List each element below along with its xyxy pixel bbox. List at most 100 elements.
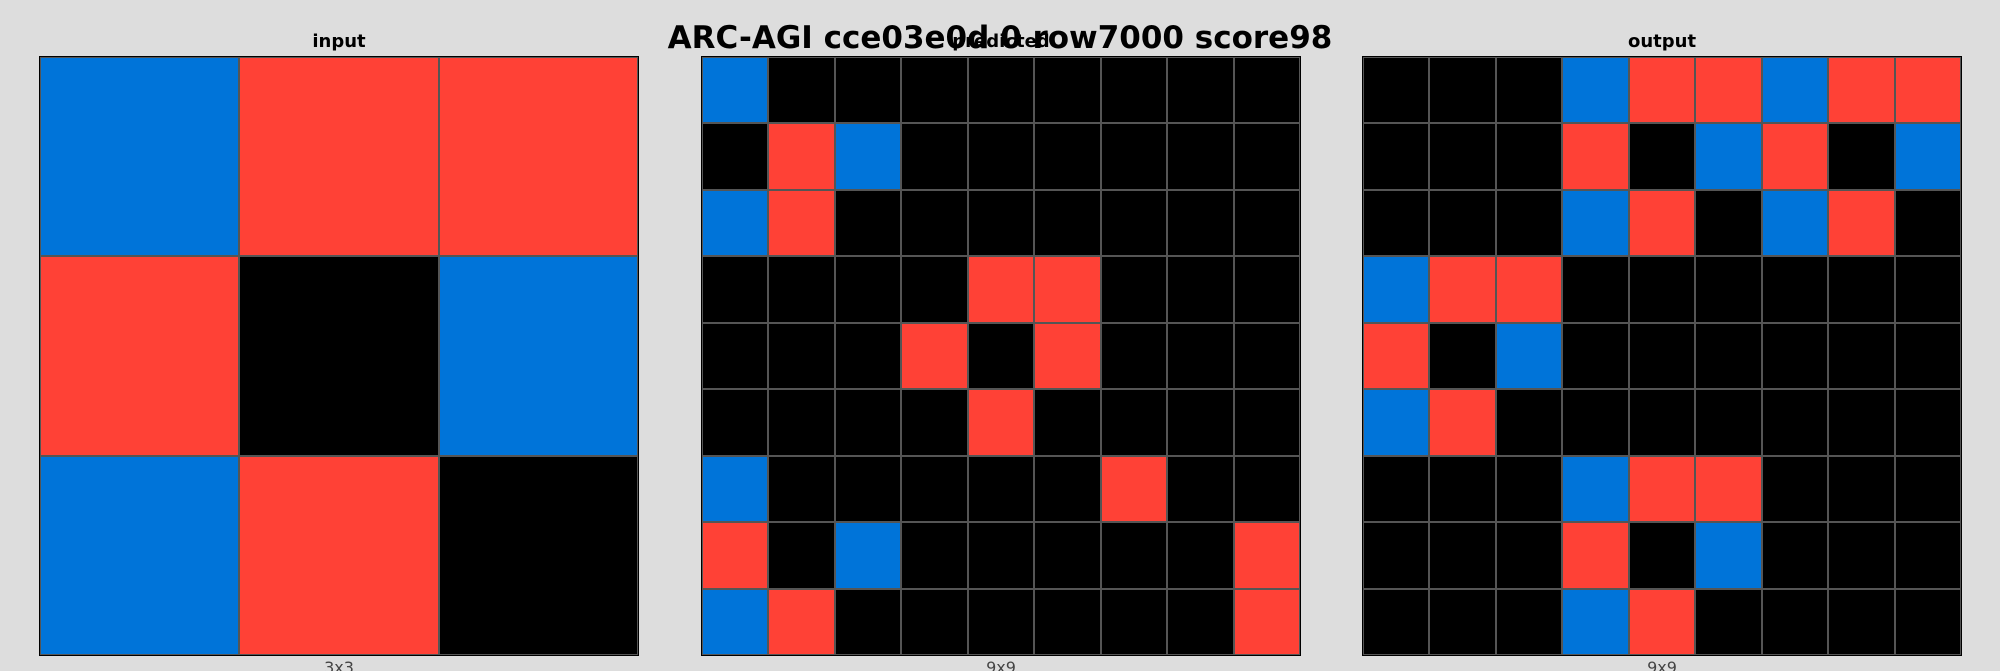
grid-cell: [834, 522, 902, 589]
input-grid-size: 3x3: [324, 658, 354, 671]
grid-cell: [1828, 588, 1895, 655]
grid-cell: [768, 455, 835, 523]
grid-cell: [1233, 389, 1300, 456]
grid-cell: [1562, 57, 1629, 124]
grid-cell: [901, 522, 968, 589]
input-grid: [39, 56, 639, 656]
grid-cell: [1167, 189, 1234, 257]
grid-cell: [1562, 123, 1629, 190]
grid-cell: [702, 189, 769, 257]
grid-cell: [967, 389, 1035, 456]
grid-cell: [967, 455, 1035, 523]
grid-cell: [1100, 588, 1168, 655]
grid-cell: [1495, 256, 1563, 323]
grid-cell: [1894, 522, 1961, 589]
grid-cell: [1233, 455, 1300, 523]
grid-cell: [1233, 322, 1300, 390]
grid-cell: [1495, 455, 1563, 523]
grid-cell: [1034, 57, 1101, 124]
grid-cell: [40, 455, 240, 655]
grid-cell: [438, 455, 638, 655]
grid-cell: [1894, 322, 1961, 390]
grid-cell: [901, 455, 968, 523]
grid-cell: [1761, 123, 1829, 190]
grid-cell: [1429, 455, 1496, 523]
grid-cell: [834, 389, 902, 456]
grid-cell: [1100, 522, 1168, 589]
grid-cell: [1034, 322, 1101, 390]
grid-cell: [1761, 389, 1829, 456]
grid-cell: [1034, 189, 1101, 257]
grid-cell: [1628, 57, 1696, 124]
grid-cell: [1100, 389, 1168, 456]
grid-cell: [1233, 522, 1300, 589]
grid-cell: [834, 189, 902, 257]
grid-cell: [1894, 389, 1961, 456]
grid-cell: [1495, 588, 1563, 655]
grid-cell: [967, 522, 1035, 589]
grid-cell: [834, 588, 902, 655]
grid-cell: [1562, 256, 1629, 323]
grid-cell: [1034, 522, 1101, 589]
output-panel-title: output: [1627, 31, 1697, 52]
grid-cell: [239, 57, 439, 257]
grid-cell: [768, 256, 835, 323]
grid-cell: [834, 57, 902, 124]
grid-cell: [1695, 389, 1762, 456]
grid-cell: [1695, 189, 1762, 257]
grid-cell: [768, 588, 835, 655]
grid-cell: [1628, 322, 1696, 390]
grid-cell: [768, 123, 835, 190]
grid-cell: [1167, 256, 1234, 323]
grid-cell: [438, 57, 638, 257]
grid-cell: [1828, 389, 1895, 456]
grid-cell: [1894, 123, 1961, 190]
grid-cell: [768, 57, 835, 124]
output-panel: output 9x9: [1362, 31, 1962, 671]
grid-cell: [1761, 588, 1829, 655]
grid-cell: [768, 389, 835, 456]
grid-cell: [1562, 588, 1629, 655]
grid-cell: [1628, 189, 1696, 257]
grid-cell: [1363, 455, 1430, 523]
grid-cell: [1034, 389, 1101, 456]
predicted-grid: [701, 56, 1301, 656]
grid-cell: [1628, 522, 1696, 589]
grid-cell: [1363, 389, 1430, 456]
grid-cell: [1100, 455, 1168, 523]
grid-cell: [1562, 389, 1629, 456]
grid-cell: [1894, 256, 1961, 323]
grid-cell: [1429, 522, 1496, 589]
grid-cell: [967, 189, 1035, 257]
figure-title: ARC-AGI cce03e0d 0 row7000 score98: [667, 20, 1333, 56]
grid-cell: [1167, 455, 1234, 523]
grid-cell: [1894, 57, 1961, 124]
grid-cell: [1233, 189, 1300, 257]
grid-cell: [1100, 57, 1168, 124]
grid-cell: [1828, 256, 1895, 323]
grid-cell: [1100, 189, 1168, 257]
grid-cell: [1761, 322, 1829, 390]
grid-cell: [768, 189, 835, 257]
grid-cell: [1363, 588, 1430, 655]
grid-cell: [1429, 322, 1496, 390]
grid-cell: [1695, 57, 1762, 124]
grid-cell: [1034, 455, 1101, 523]
grid-cell: [1562, 189, 1629, 257]
grid-cell: [1363, 123, 1430, 190]
grid-cell: [1495, 57, 1563, 124]
predicted-panel: predicted 9x9: [701, 31, 1301, 671]
grid-cell: [967, 322, 1035, 390]
grid-cell: [1429, 389, 1496, 456]
grid-cell: [1167, 588, 1234, 655]
grid-cell: [1034, 588, 1101, 655]
grid-cell: [1828, 455, 1895, 523]
grid-cell: [834, 455, 902, 523]
grid-cell: [1034, 123, 1101, 190]
grid-cell: [1695, 256, 1762, 323]
grid-cell: [901, 389, 968, 456]
grid-cell: [1167, 123, 1234, 190]
grid-cell: [1167, 522, 1234, 589]
grid-cell: [1562, 455, 1629, 523]
